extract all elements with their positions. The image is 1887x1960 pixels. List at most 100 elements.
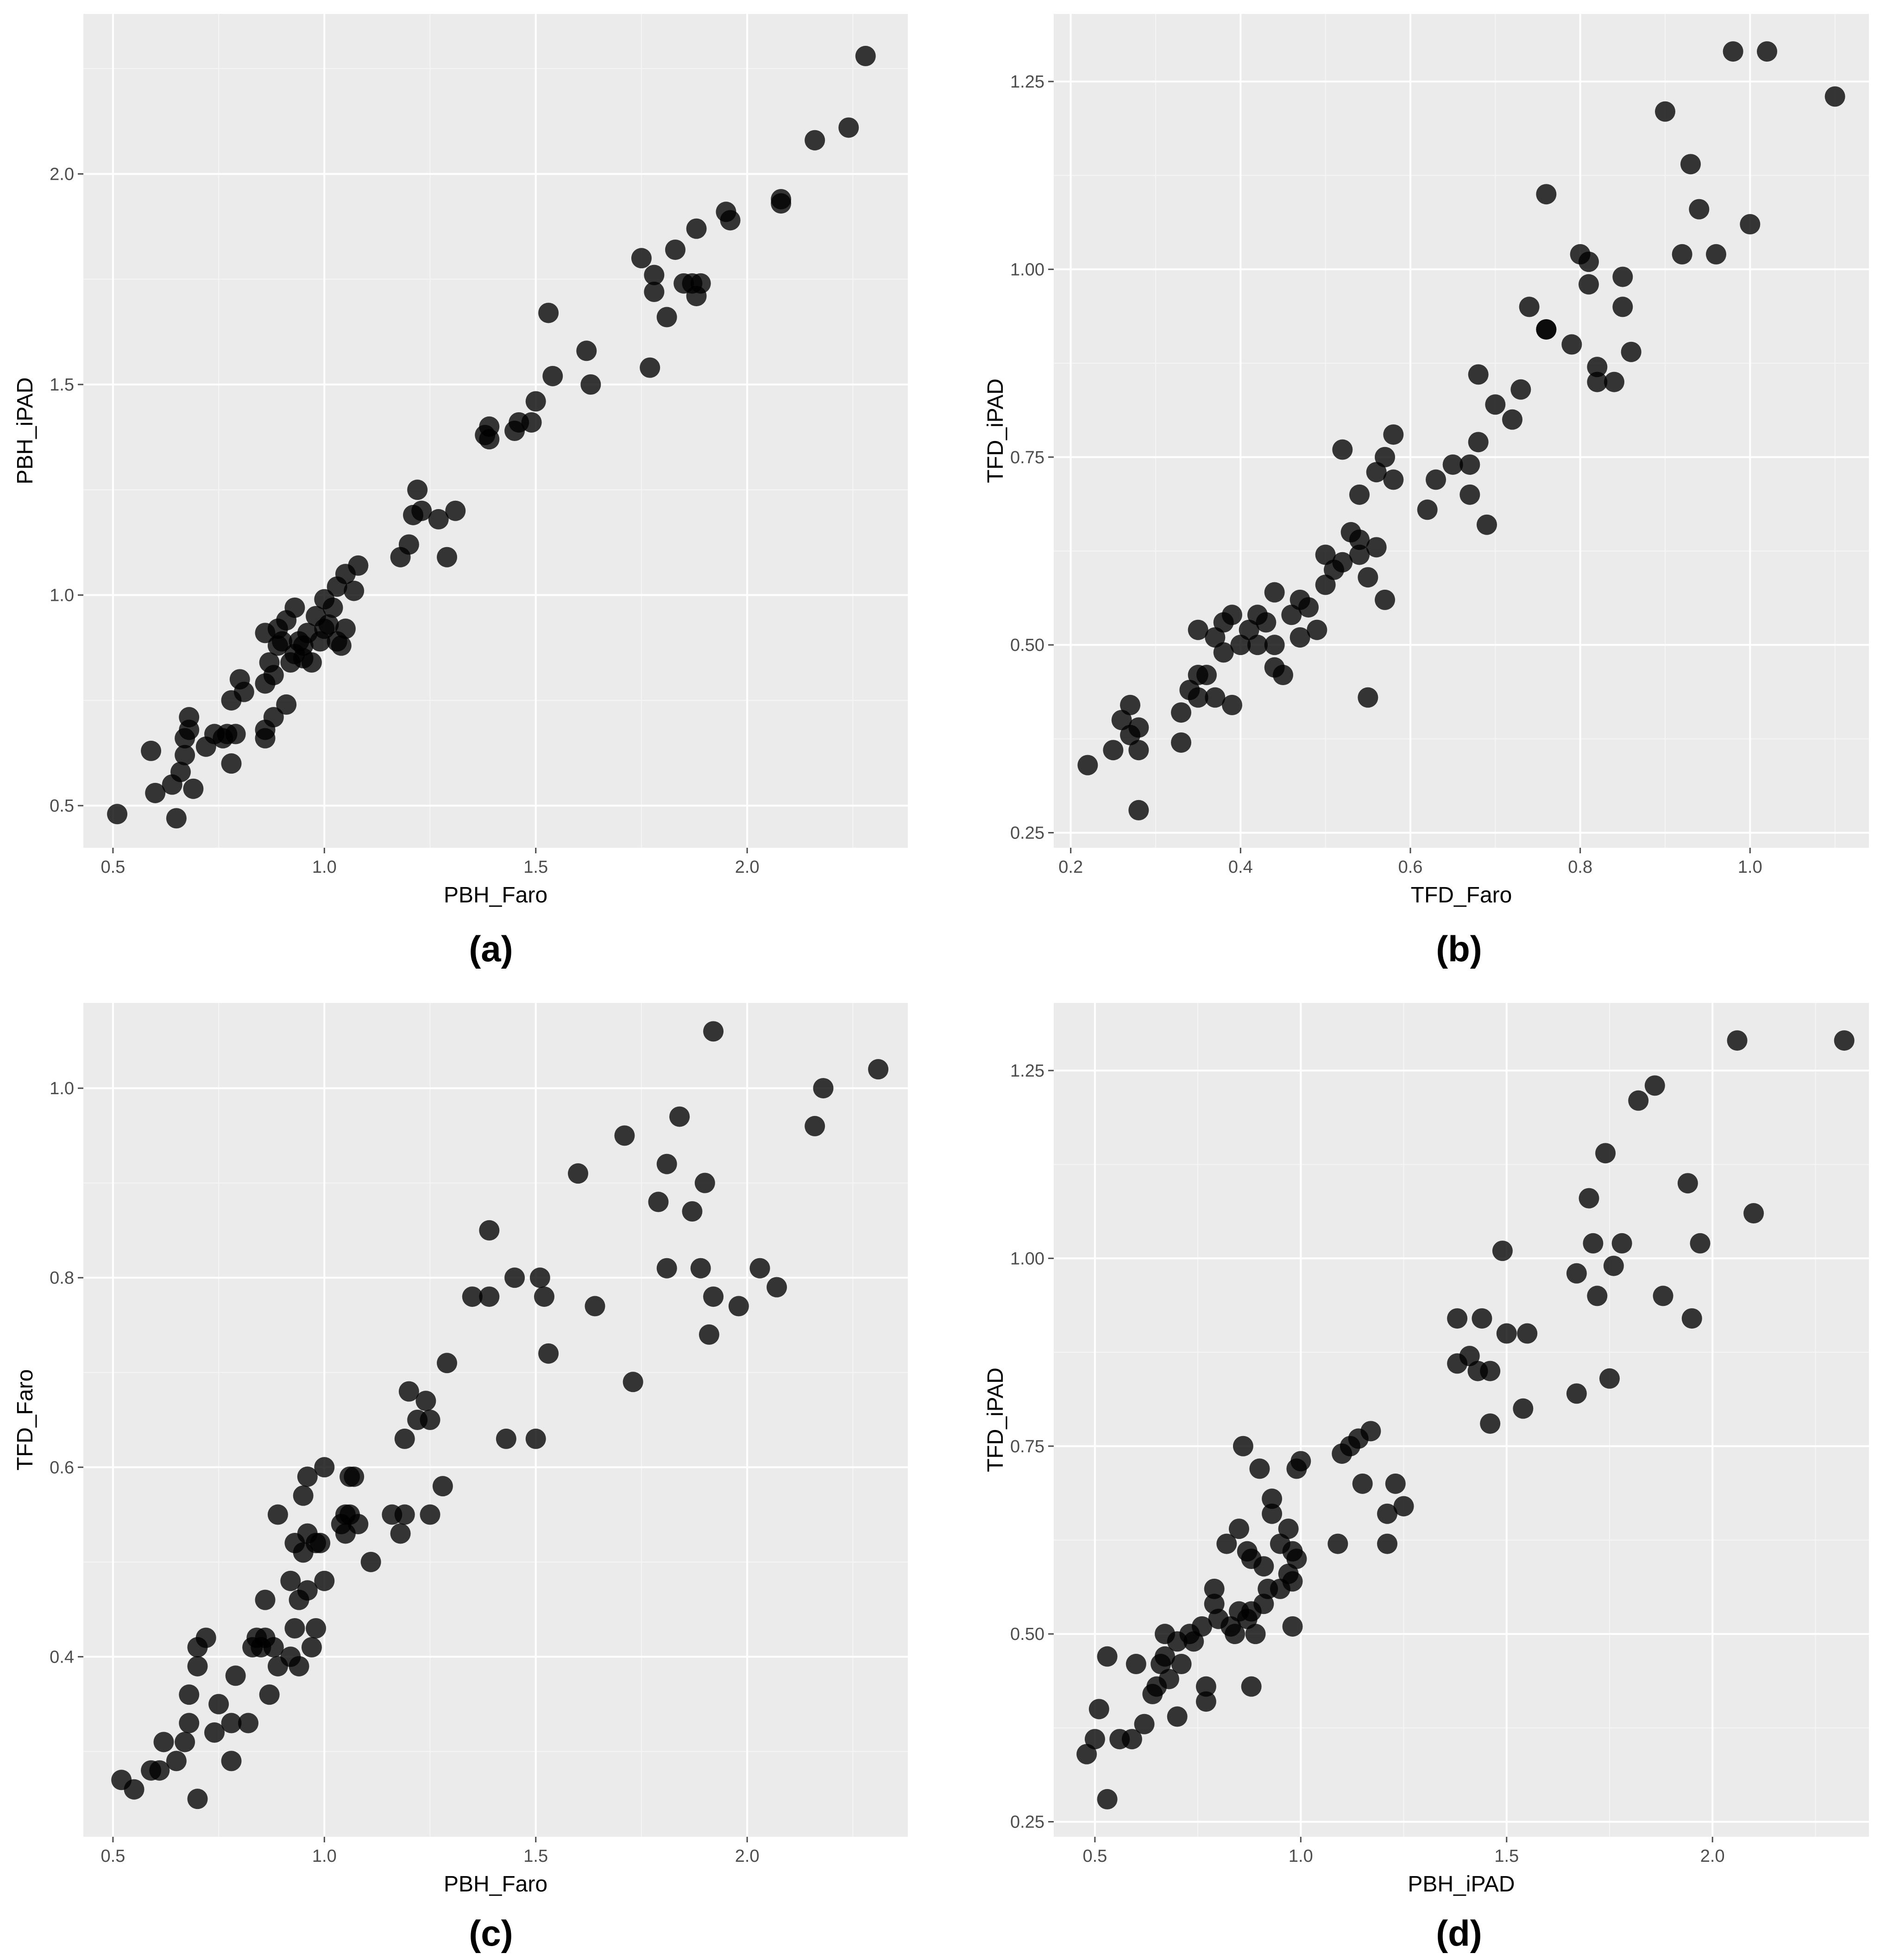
y-tick-label: 0.50 bbox=[1010, 636, 1044, 655]
scatter-point bbox=[1315, 544, 1336, 565]
scatter-point bbox=[331, 635, 352, 656]
scatter-point bbox=[1188, 687, 1208, 708]
scatter-point bbox=[640, 357, 660, 378]
scatter-point bbox=[1195, 1691, 1216, 1712]
scatter-point bbox=[1216, 1533, 1237, 1554]
scatter-point bbox=[335, 618, 356, 639]
scatter-point bbox=[1459, 454, 1480, 475]
scatter-point bbox=[1681, 1308, 1702, 1329]
scatter-point bbox=[276, 694, 297, 715]
scatter-point bbox=[1352, 1473, 1373, 1494]
scatter-point bbox=[1192, 1616, 1212, 1637]
scatter-point bbox=[1366, 537, 1387, 558]
scatter-point bbox=[855, 45, 876, 66]
scatter-point bbox=[314, 1457, 335, 1478]
scatter-point bbox=[1278, 1519, 1299, 1539]
scatter-point bbox=[263, 1637, 284, 1657]
scatter-point bbox=[1377, 1503, 1397, 1524]
scatter-point bbox=[1579, 1188, 1599, 1209]
panel-label: (a) bbox=[469, 928, 513, 969]
scatter-point bbox=[1519, 296, 1540, 317]
scatter-point bbox=[301, 1637, 322, 1657]
scatter-point bbox=[149, 1760, 170, 1781]
scatter-point bbox=[1468, 432, 1489, 453]
y-tick-label: 1.00 bbox=[1010, 1249, 1044, 1268]
scatter-point bbox=[1677, 1173, 1698, 1194]
x-tick-label: 1.0 bbox=[312, 1847, 337, 1866]
scatter-point bbox=[771, 189, 792, 209]
scatter-point bbox=[868, 1059, 889, 1080]
y-axis-title: TFD_Faro bbox=[13, 1369, 38, 1471]
scatter-point bbox=[1834, 1030, 1855, 1051]
plot-background bbox=[1054, 1003, 1869, 1837]
scatter-point bbox=[398, 534, 419, 555]
scatter-point bbox=[1120, 694, 1140, 715]
scatter-point bbox=[648, 1191, 669, 1212]
scatter-point bbox=[529, 1267, 550, 1288]
scatter-point bbox=[1249, 1458, 1270, 1479]
scatter-point bbox=[694, 1172, 715, 1193]
scatter-point bbox=[310, 1532, 331, 1553]
x-axis-title: PBH_iPAD bbox=[1408, 1872, 1515, 1897]
scatter-point bbox=[1205, 687, 1226, 708]
scatter-point bbox=[656, 307, 677, 328]
x-tick-label: 0.8 bbox=[1568, 857, 1592, 877]
scatter-point bbox=[153, 1732, 174, 1752]
scatter-point bbox=[1583, 1233, 1604, 1254]
scatter-point bbox=[221, 1713, 242, 1733]
scatter-point bbox=[1298, 597, 1319, 618]
scatter-point bbox=[504, 1267, 525, 1288]
scatter-point bbox=[1566, 1383, 1587, 1404]
scatter-point bbox=[407, 479, 428, 500]
scatter-point bbox=[204, 1722, 225, 1743]
y-tick-label: 0.75 bbox=[1010, 1437, 1044, 1456]
scatter-point bbox=[1612, 266, 1633, 287]
scatter-point bbox=[1307, 619, 1327, 640]
scatter-point bbox=[1740, 214, 1761, 235]
scatter-point bbox=[255, 1589, 276, 1610]
scatter-point bbox=[538, 303, 559, 323]
scatter-point bbox=[479, 416, 500, 437]
scatter-point bbox=[1587, 1286, 1608, 1306]
x-tick-label: 1.5 bbox=[523, 857, 548, 877]
scatter-point bbox=[1229, 1519, 1249, 1539]
scatter-point bbox=[398, 1381, 419, 1402]
scatter-point bbox=[1111, 710, 1132, 731]
y-tick-label: 0.8 bbox=[50, 1268, 74, 1288]
scatter-point bbox=[1653, 1286, 1673, 1306]
scatter-point bbox=[1672, 244, 1692, 265]
scatter-point bbox=[170, 762, 191, 782]
scatter-point bbox=[293, 1485, 314, 1506]
scatter-point bbox=[767, 1277, 787, 1298]
scatter-point bbox=[576, 340, 597, 361]
scatter-point bbox=[703, 1021, 724, 1042]
scatter-point bbox=[585, 1296, 605, 1317]
scatter-point bbox=[1222, 605, 1242, 625]
y-axis-title: PBH_iPAD bbox=[13, 377, 38, 484]
scatter-point bbox=[1286, 1549, 1307, 1569]
scatter-point bbox=[348, 555, 369, 576]
scatter-point bbox=[1262, 1503, 1283, 1524]
scatter-point bbox=[1167, 1706, 1188, 1727]
scatter-point bbox=[1282, 1616, 1303, 1637]
y-tick-label: 1.0 bbox=[50, 1079, 74, 1098]
scatter-point bbox=[690, 1258, 711, 1279]
scatter-point bbox=[462, 1286, 483, 1307]
scatter-point bbox=[1084, 1729, 1105, 1750]
scatter-point bbox=[1230, 635, 1251, 655]
scatter-point bbox=[1247, 635, 1268, 655]
x-tick-label: 1.0 bbox=[312, 857, 337, 877]
scatter-point bbox=[1360, 1421, 1381, 1442]
scatter-point bbox=[1076, 1744, 1097, 1765]
scatter-point bbox=[1262, 1488, 1283, 1509]
scatter-point bbox=[1480, 1361, 1501, 1381]
scatter-point bbox=[1579, 252, 1599, 272]
scatter-point bbox=[1689, 199, 1710, 220]
scatter-point bbox=[1587, 357, 1608, 378]
scatter-point bbox=[314, 1570, 335, 1591]
scatter-point bbox=[179, 707, 200, 728]
y-tick-label: 0.75 bbox=[1010, 448, 1044, 467]
scatter-panel-b: 0.2 0.4 0.6 0.8 1.0 0.25 0.50 0.75 1.00 1.25 TFD_F… bbox=[983, 14, 1869, 969]
scatter-point bbox=[1264, 635, 1285, 655]
scatter-point bbox=[1128, 717, 1149, 738]
